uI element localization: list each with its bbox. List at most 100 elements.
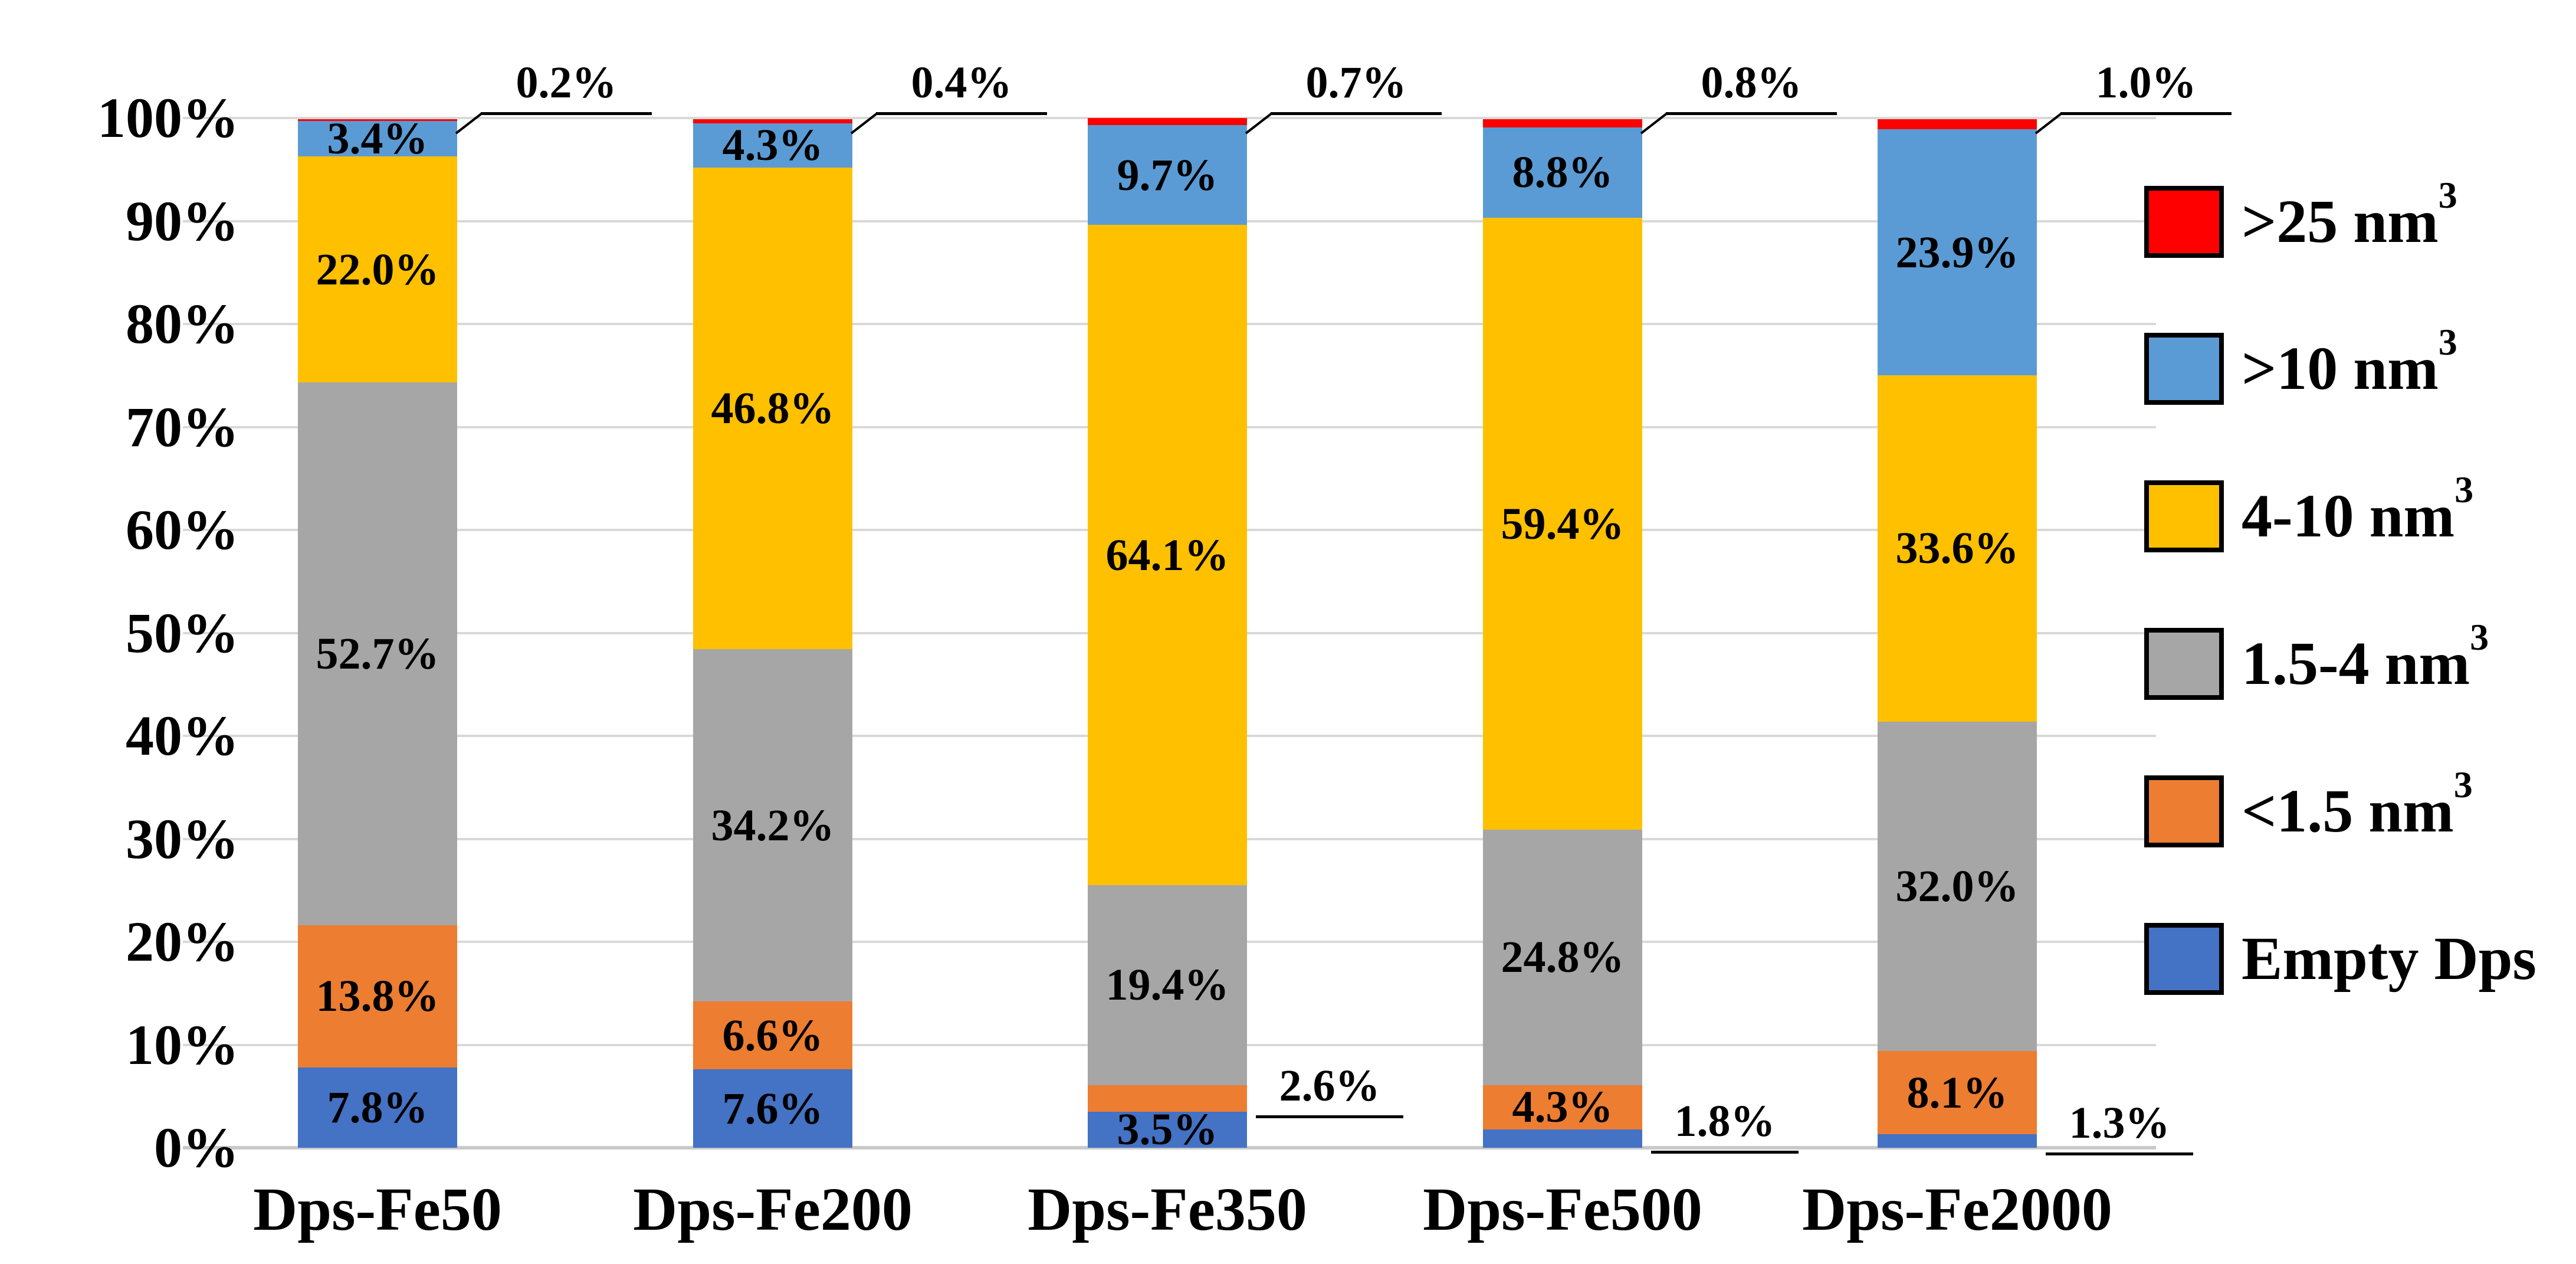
segment-value-label: 33.6% [1895, 523, 2019, 574]
bar-segment-Dps-Fe2000->25-nm³ [1878, 119, 2037, 130]
callout-underline [1256, 1115, 1403, 1118]
segment-value-label: 24.8% [1501, 932, 1625, 983]
segment-value-label: 9.7% [1117, 150, 1218, 200]
callout-leader-line [455, 112, 483, 135]
legend-label: >10 nm3 [2242, 321, 2457, 403]
bar-segment-Dps-Fe50-<1.5-nm³ [298, 925, 457, 1067]
callout-value-label: 0.2% [516, 58, 617, 107]
y-tick-label: 80% [126, 292, 239, 355]
legend-swatch-1.5-4-nm³ [2144, 628, 2224, 700]
legend-swatch-<1.5-nm³ [2144, 775, 2224, 847]
y-tick-label: 30% [126, 807, 239, 870]
x-axis-line [183, 1146, 2156, 1150]
segment-value-label: 8.8% [1512, 148, 1613, 198]
callout-value-label: 2.6% [1279, 1061, 1380, 1111]
superscript-3: 3 [2453, 764, 2473, 805]
callout-leader-line [1640, 112, 1668, 135]
callout-underline [1666, 112, 1837, 115]
callout-value-label: 0.4% [911, 58, 1012, 107]
y-tick-label: 50% [126, 601, 239, 664]
y-tick-label: 20% [126, 910, 239, 973]
x-tick-label: Dps-Fe350 [1028, 1175, 1307, 1243]
bar-segment-Dps-Fe200->25-nm³ [693, 119, 852, 123]
callout-underline [1651, 1151, 1799, 1154]
bar-segment-Dps-Fe500-1.5-4-nm³ [1483, 829, 1642, 1085]
y-tick-label: 100% [97, 86, 239, 149]
segment-value-label: 22.0% [316, 244, 439, 294]
segment-value-label: 23.9% [1895, 227, 2019, 277]
segment-value-label: 4.3% [722, 120, 823, 171]
bar-segment-Dps-Fe2000->10-nm³ [1878, 129, 2037, 376]
legend-label: <1.5 nm3 [2242, 764, 2473, 846]
bar-segment-Dps-Fe500-<1.5-nm³ [1483, 1085, 1642, 1129]
segment-value-label: 19.4% [1105, 960, 1229, 1010]
legend-label: >25 nm3 [2242, 174, 2457, 256]
callout-value-label: 0.7% [1305, 58, 1407, 107]
bar-segment-Dps-Fe2000-1.5-4-nm³ [1878, 721, 2037, 1051]
x-tick-label: Dps-Fe2000 [1802, 1175, 2112, 1243]
bar-segment-Dps-Fe200-4-10-nm³ [693, 167, 852, 650]
y-tick-label: 0% [154, 1116, 239, 1179]
callout-value-label: 1.0% [2095, 58, 2197, 107]
segment-value-label: 59.4% [1501, 499, 1625, 549]
callout-leader-line [2034, 112, 2063, 135]
segment-value-label: 32.0% [1895, 861, 2019, 911]
legend-swatch->25-nm³ [2144, 186, 2224, 258]
superscript-3: 3 [2438, 321, 2457, 363]
callout-value-label: 1.8% [1674, 1096, 1776, 1146]
callout-leader-line [1245, 112, 1273, 135]
bar-segment-Dps-Fe350-Empty-Dps [1088, 1111, 1247, 1148]
bar-segment-Dps-Fe500-4-10-nm³ [1483, 218, 1642, 830]
y-tick-label: 70% [126, 395, 239, 459]
callout-leader-line [850, 112, 878, 135]
segment-value-label: 64.1% [1105, 530, 1229, 580]
segment-value-label: 3.5% [1117, 1105, 1218, 1155]
bar-segment-Dps-Fe200->10-nm³ [693, 123, 852, 168]
segment-value-label: 46.8% [711, 384, 835, 434]
x-tick-label: Dps-Fe500 [1423, 1175, 1702, 1243]
segment-value-label: 6.6% [722, 1010, 823, 1060]
bar-segment-Dps-Fe350-<1.5-nm³ [1088, 1085, 1247, 1112]
bar-segment-Dps-Fe2000-Empty-Dps [1878, 1134, 2037, 1148]
legend-label: 1.5-4 nm3 [2242, 616, 2489, 698]
segment-value-label: 34.2% [711, 800, 835, 850]
x-tick-label: Dps-Fe200 [633, 1175, 913, 1243]
bar-segment-Dps-Fe50-1.5-4-nm³ [298, 382, 457, 926]
bar-segment-Dps-Fe350-1.5-4-nm³ [1088, 885, 1247, 1085]
x-tick-label: Dps-Fe50 [253, 1175, 502, 1243]
segment-value-label: 4.3% [1512, 1082, 1613, 1132]
callout-underline [1271, 112, 1442, 115]
y-tick-label: 40% [126, 704, 239, 767]
bar-segment-Dps-Fe500->25-nm³ [1483, 119, 1642, 127]
superscript-3: 3 [2454, 469, 2474, 510]
legend-swatch-4-10-nm³ [2144, 480, 2224, 552]
segment-value-label: 52.7% [316, 629, 439, 679]
legend-swatch->10-nm³ [2144, 333, 2224, 405]
y-tick-label: 10% [126, 1013, 239, 1076]
bar-segment-Dps-Fe200-<1.5-nm³ [693, 1001, 852, 1070]
y-tick-label: 90% [126, 189, 239, 253]
bar-segment-Dps-Fe50-Empty-Dps [298, 1067, 457, 1148]
segment-value-label: 3.4% [327, 113, 428, 163]
bar-segment-Dps-Fe50->10-nm³ [298, 121, 457, 156]
bar-segment-Dps-Fe2000-<1.5-nm³ [1878, 1050, 2037, 1135]
callout-value-label: 1.3% [2069, 1098, 2170, 1148]
callout-underline [2046, 1152, 2193, 1155]
bar-segment-Dps-Fe350->10-nm³ [1088, 125, 1247, 225]
callout-value-label: 0.8% [1701, 58, 1802, 107]
legend-swatch-Empty-Dps [2144, 923, 2224, 995]
segment-value-label: 7.6% [722, 1083, 823, 1134]
bar-segment-Dps-Fe200-1.5-4-nm³ [693, 649, 852, 1002]
bar-segment-Dps-Fe2000-4-10-nm³ [1878, 375, 2037, 722]
bar-segment-Dps-Fe50->25-nm³ [298, 119, 457, 122]
bar-segment-Dps-Fe350->25-nm³ [1088, 118, 1247, 126]
bar-segment-Dps-Fe50-4-10-nm³ [298, 156, 457, 383]
segment-value-label: 7.8% [327, 1082, 428, 1132]
bar-segment-Dps-Fe200-Empty-Dps [693, 1069, 852, 1148]
y-tick-label: 60% [126, 498, 239, 561]
callout-underline [481, 112, 652, 115]
bar-segment-Dps-Fe500->10-nm³ [1483, 127, 1642, 218]
callout-underline [876, 112, 1047, 115]
